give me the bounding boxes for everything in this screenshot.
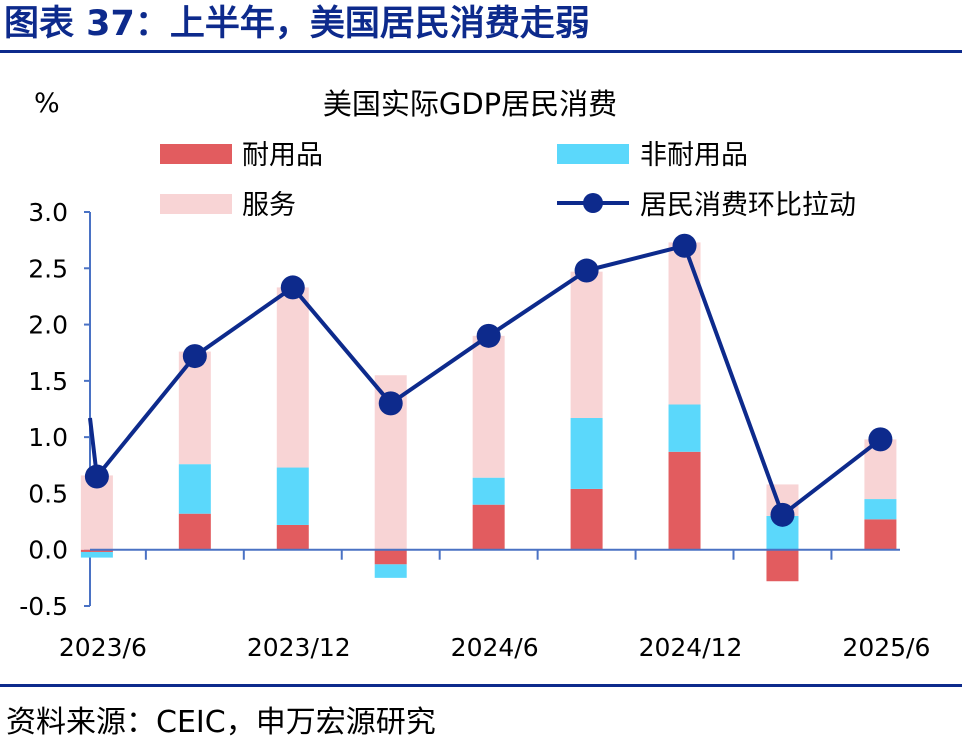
y-tick-label: 2.5 bbox=[28, 254, 68, 283]
legend-label-nondurable: 非耐用品 bbox=[640, 140, 748, 171]
bar-durable bbox=[374, 549, 407, 565]
bar-durable bbox=[178, 513, 211, 550]
source-rule bbox=[0, 684, 962, 687]
plot-area: 3.0 2.5 2.0 1.5 1.0 0.5 0.0 -0.5 2023/6 2023/12 20… bbox=[19, 198, 930, 662]
consumption-point bbox=[476, 323, 501, 348]
legend-label-consumption: 居民消费环比拉动 bbox=[640, 190, 856, 221]
legend-label-durable: 耐用品 bbox=[242, 140, 323, 171]
bar-services bbox=[668, 242, 701, 405]
bar-durable bbox=[864, 519, 897, 550]
bar-durable bbox=[80, 549, 113, 552]
x-tick-label: 2024/12 bbox=[639, 633, 743, 662]
y-tick-label: 2.0 bbox=[28, 311, 68, 340]
bar-services bbox=[570, 271, 603, 419]
x-tick-label: 2023/6 bbox=[59, 633, 147, 662]
bar-durable bbox=[472, 504, 505, 550]
x-tick-label: 2023/12 bbox=[247, 633, 351, 662]
bar-nondurable bbox=[276, 467, 309, 525]
legend: 耐用品 非耐用品 服务 居民消费环比拉动 bbox=[160, 140, 856, 221]
bar-nondurable bbox=[570, 418, 603, 489]
chart-title: 美国实际GDP居民消费 bbox=[323, 87, 617, 121]
consumption-point bbox=[280, 275, 305, 300]
legend-marker-consumption bbox=[583, 193, 603, 213]
y-tick-label: 3.0 bbox=[28, 198, 68, 227]
y-tick-label: -0.5 bbox=[19, 592, 68, 621]
bar-nondurable bbox=[178, 464, 211, 514]
title-rule bbox=[0, 50, 962, 53]
bar-nondurable bbox=[374, 564, 407, 578]
x-tick-label: 2024/6 bbox=[451, 633, 539, 662]
consumption-point bbox=[378, 391, 403, 416]
consumption-point bbox=[868, 427, 893, 452]
bar-services bbox=[276, 287, 309, 468]
chart-area: 美国实际GDP居民消费 % 耐用品 非耐用品 服务 居民消费环比拉动 3.0 2.… bbox=[19, 87, 930, 662]
source-note: 资料来源：CEIC，申万宏源研究 bbox=[6, 705, 436, 740]
consumption-point bbox=[672, 233, 697, 258]
bar-nondurable bbox=[472, 477, 505, 505]
y-tick-label: 1.5 bbox=[28, 367, 68, 396]
y-axis-unit: % bbox=[34, 88, 60, 119]
figure-title: 图表 37：上半年，美国居民消费走弱 bbox=[4, 4, 590, 44]
bar-durable bbox=[570, 488, 603, 550]
consumption-point bbox=[770, 502, 795, 527]
x-tick-label: 2025/6 bbox=[842, 633, 930, 662]
y-tick-label: 0.5 bbox=[28, 479, 68, 508]
consumption-line bbox=[88, 243, 882, 517]
consumption-point bbox=[182, 344, 207, 369]
bar-durable bbox=[276, 524, 309, 550]
legend-swatch-services bbox=[160, 194, 232, 214]
bar-nondurable bbox=[864, 499, 897, 520]
legend-swatch-nondurable bbox=[557, 144, 629, 164]
consumption-point bbox=[574, 258, 599, 283]
bar-durable bbox=[668, 451, 701, 550]
bar-durable bbox=[766, 549, 799, 582]
legend-label-services: 服务 bbox=[242, 190, 296, 221]
bar-services bbox=[472, 335, 505, 478]
bar-nondurable bbox=[80, 551, 113, 558]
consumption-point bbox=[84, 464, 109, 489]
bar-nondurable bbox=[668, 404, 701, 452]
y-tick-label: 1.0 bbox=[28, 423, 68, 452]
legend-swatch-durable bbox=[160, 144, 232, 164]
y-tick-label: 0.0 bbox=[28, 536, 68, 565]
